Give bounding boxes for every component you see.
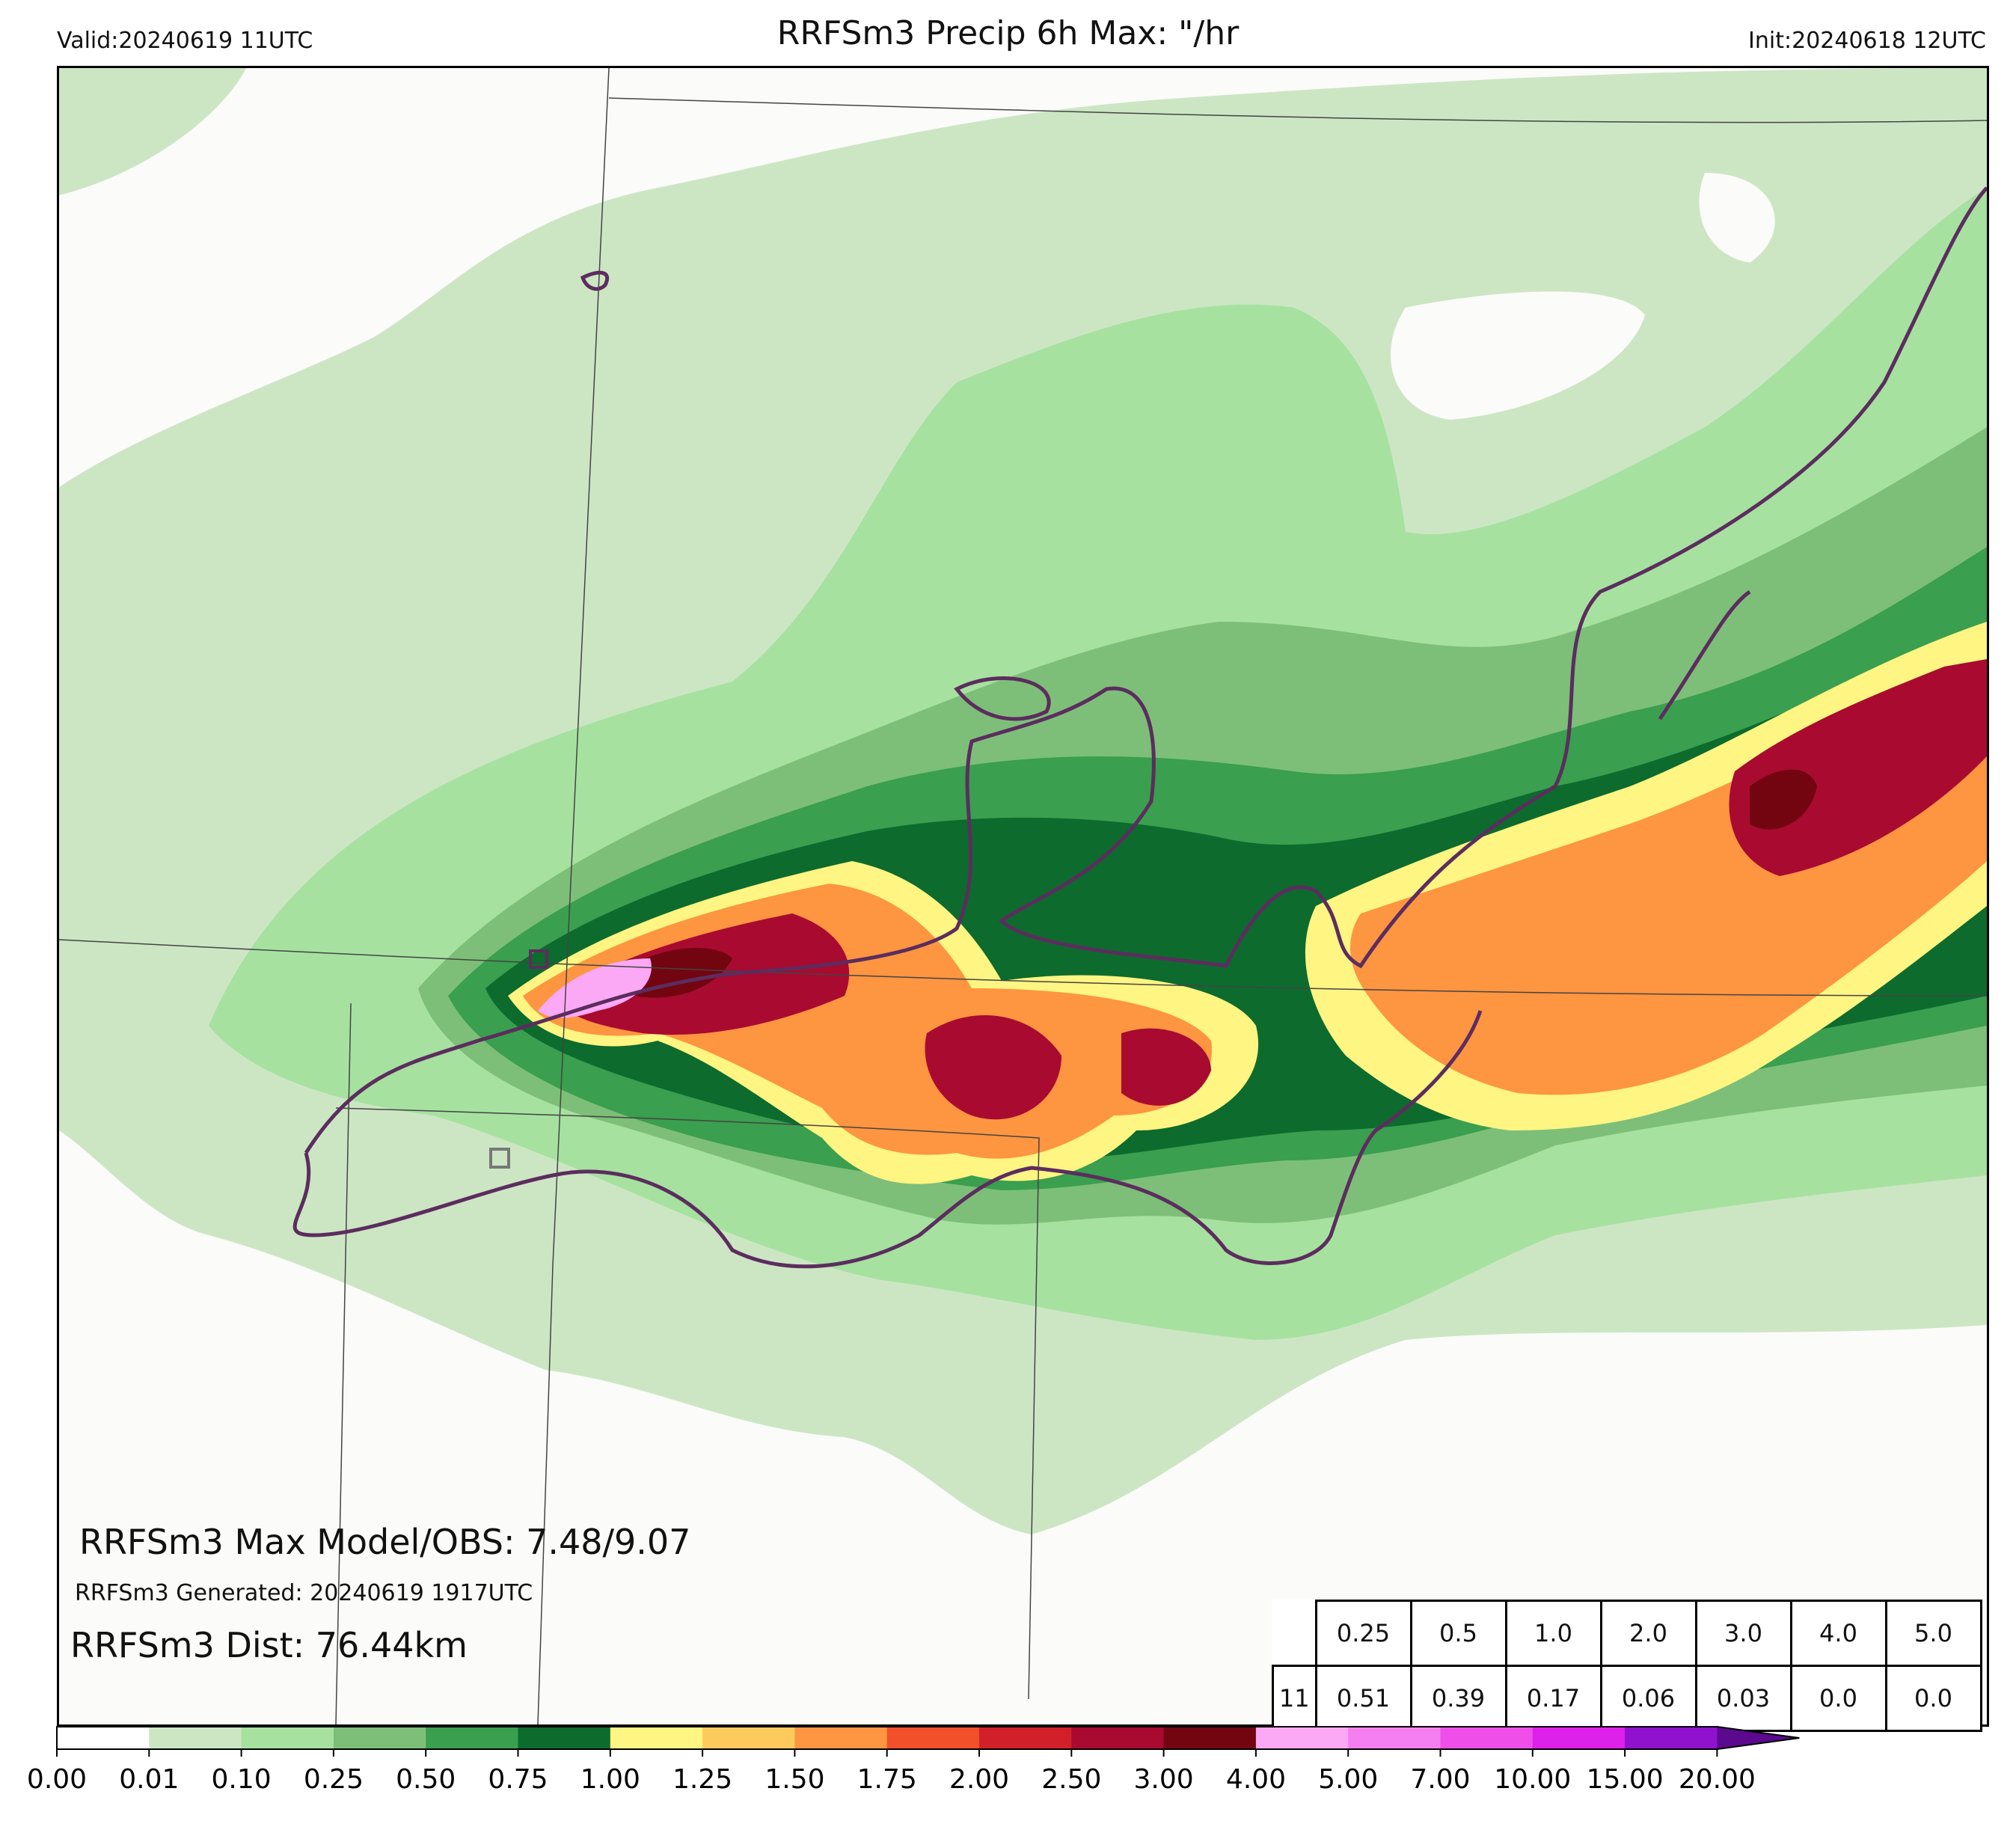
colorbar-swatch — [426, 1727, 518, 1749]
value-cell: 0.39 — [1409, 1665, 1507, 1732]
threshold-row: 0.25 0.5 1.0 2.0 3.0 4.0 5.0 — [1273, 1600, 1982, 1667]
colorbar-swatch — [702, 1727, 795, 1749]
colorbar-tick-label: 0.25 — [304, 1764, 364, 1795]
valid-time: Valid:20240619 11UTC — [57, 27, 313, 54]
colorbar-extend-arrow — [1717, 1727, 1800, 1749]
station-marker — [489, 1148, 510, 1169]
colorbar-tick-label: 0.50 — [396, 1764, 456, 1795]
station-marker — [529, 949, 548, 969]
init-time: Init:20240618 12UTC — [1748, 27, 1986, 54]
max-model-obs-label: RRFSm3 Max Model/OBS: 7.48/9.07 — [79, 1522, 691, 1562]
value-cell: 0.0 — [1789, 1665, 1887, 1732]
colorbar-tick-label: 7.00 — [1410, 1764, 1470, 1795]
obs-contour — [292, 1010, 1483, 1269]
colorbar-tick-label: 2.50 — [1041, 1764, 1101, 1795]
precip-core-3.00 — [628, 948, 732, 998]
value-cell: 0.0 — [1884, 1665, 1982, 1732]
precip-core-2.50-b — [925, 1015, 1061, 1120]
colorbar-tick-label: 0.01 — [119, 1764, 179, 1795]
colorbar-swatch — [333, 1727, 426, 1749]
colorbar-tick-label: 20.00 — [1679, 1764, 1756, 1795]
value-cell: 0.17 — [1504, 1665, 1602, 1732]
threshold-cell: 5.0 — [1884, 1600, 1982, 1667]
colorbar-swatch — [149, 1727, 242, 1749]
obs-contour — [580, 270, 610, 291]
colorbar-tick-label: 3.00 — [1134, 1764, 1194, 1795]
state-boundary — [537, 68, 610, 1724]
threshold-stats-table: 0.25 0.5 1.0 2.0 3.0 4.0 5.0 11 0.51 0.3… — [1272, 1600, 1982, 1732]
value-cell: 0.03 — [1694, 1665, 1792, 1732]
colorbar-swatch — [794, 1727, 888, 1749]
obs-contour — [1658, 590, 1751, 720]
colorbar-swatch — [1440, 1727, 1534, 1749]
colorbar-tick-label: 1.75 — [857, 1764, 917, 1795]
colorbar-swatch — [1071, 1727, 1165, 1749]
state-boundary — [335, 1003, 352, 1724]
precip-map[interactable] — [57, 66, 1989, 1727]
colorbar-swatch — [518, 1727, 611, 1749]
colorbar-swatch — [1625, 1727, 1718, 1749]
state-boundary — [59, 939, 1987, 997]
colorbar-swatch — [1255, 1727, 1349, 1749]
state-boundary — [335, 1107, 1040, 1700]
generated-label: RRFSm3 Generated: 20240619 1917UTC — [75, 1580, 533, 1606]
clear-patch-4 — [1699, 173, 1775, 263]
colorbar-swatch — [1163, 1727, 1257, 1749]
colorbar-swatch — [610, 1727, 703, 1749]
colorbar-swatch — [57, 1727, 150, 1749]
colorbar-tick-label: 5.00 — [1318, 1764, 1378, 1795]
colorbar-tick-label: 1.00 — [580, 1764, 640, 1795]
colorbar-swatches — [56, 1726, 1800, 1750]
threshold-cell: 1.0 — [1504, 1600, 1602, 1667]
obs-contour — [304, 186, 1987, 1154]
precip-core-4.00 — [538, 958, 652, 1018]
clear-patch-1 — [1391, 291, 1645, 420]
colorbar-tick-label: 2.00 — [949, 1764, 1009, 1795]
colorbar-border — [56, 1726, 1800, 1750]
precip-band-light-nw — [59, 68, 246, 195]
colorbar-swatch — [1348, 1727, 1441, 1749]
hour-cell: 11 — [1272, 1665, 1317, 1732]
map-title: RRFSm3 Precip 6h Max: "/hr — [776, 13, 1240, 52]
dist-label: RRFSm3 Dist: 76.44km — [70, 1625, 468, 1665]
state-boundary — [608, 97, 1987, 123]
colorbar: 0.00 0.01 0.10 0.25 0.50 0.75 1.00 1.25 1.50 1.75… — [27, 1726, 1800, 1795]
colorbar-tick-label: 0.00 — [27, 1764, 87, 1795]
colorbar-tick-label: 0.10 — [212, 1764, 272, 1795]
threshold-cell: 0.5 — [1409, 1600, 1507, 1667]
threshold-cell: 0.25 — [1314, 1600, 1412, 1667]
precip-core-3.00-b — [1750, 769, 1817, 830]
colorbar-tick-label: 1.25 — [672, 1764, 732, 1795]
precip-core-2.50-c — [1121, 1028, 1211, 1106]
colorbar-tick-label: 0.75 — [488, 1764, 548, 1795]
obs-contour — [954, 676, 1051, 721]
colorbar-swatch — [979, 1727, 1072, 1749]
colorbar-tick-label: 4.00 — [1226, 1764, 1286, 1795]
colorbar-swatch — [241, 1727, 334, 1749]
colorbar-swatch — [1532, 1727, 1626, 1749]
threshold-cell: 3.0 — [1694, 1600, 1792, 1667]
threshold-cell: 4.0 — [1789, 1600, 1887, 1667]
colorbar-tick-label: 10.00 — [1494, 1764, 1571, 1795]
colorbar-tick-label: 15.00 — [1587, 1764, 1664, 1795]
colorbar-swatch — [886, 1727, 980, 1749]
threshold-cell: 2.0 — [1599, 1600, 1697, 1667]
colorbar-ticks: 0.00 0.01 0.10 0.25 0.50 0.75 1.00 1.25 1.50 1.75… — [27, 1749, 1756, 1795]
colorbar-tick-label: 1.50 — [765, 1764, 824, 1795]
precip-field — [59, 68, 1987, 1724]
